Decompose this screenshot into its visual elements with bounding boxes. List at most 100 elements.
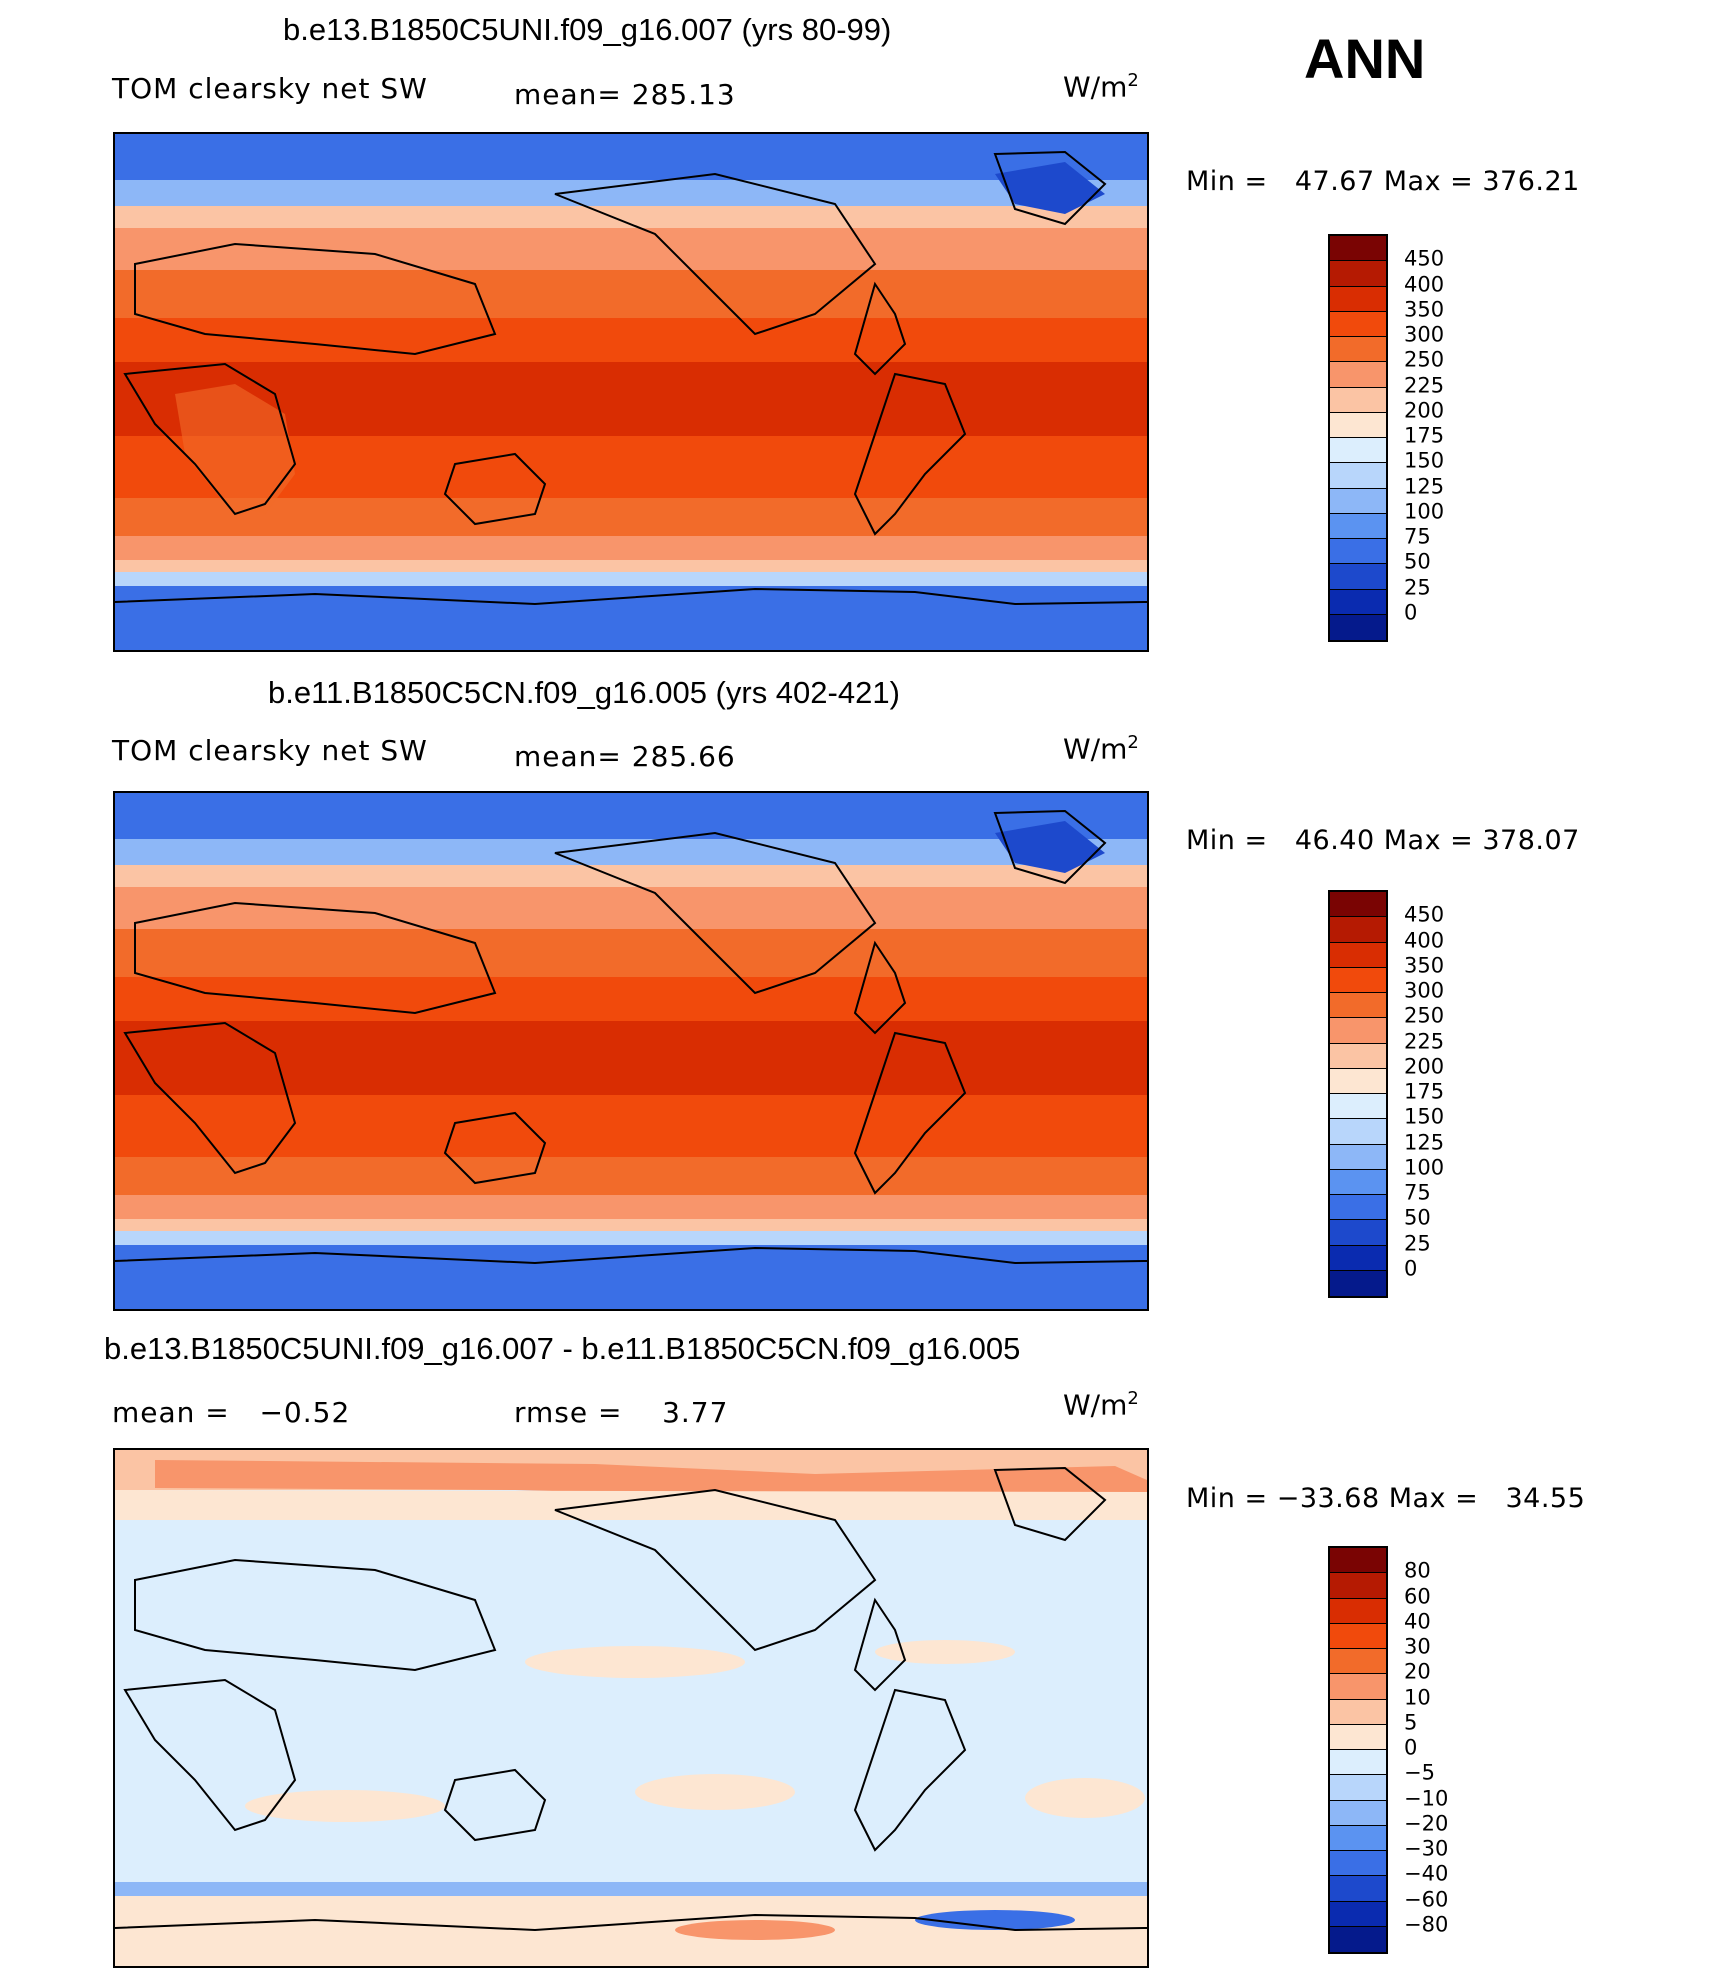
panel-3-map	[113, 1448, 1149, 1968]
colorbar-segment	[1330, 1245, 1386, 1271]
colorbar-segment	[1330, 1800, 1386, 1826]
panel-2-colorbar	[1328, 890, 1388, 1298]
colorbar-tick-label: −5	[1404, 1760, 1435, 1785]
panel-2-map	[113, 791, 1149, 1311]
colorbar-segment	[1330, 1169, 1386, 1195]
panel-1-variable: TOM clearsky net SW	[112, 72, 428, 105]
colorbar-segment	[1330, 1699, 1386, 1725]
panel-1-map	[113, 132, 1149, 652]
panel-2-title: b.e11.B1850C5CN.f09_g16.005 (yrs 402-421…	[268, 675, 900, 710]
colorbar-tick-label: 450	[1404, 246, 1445, 271]
colorbar-segment	[1330, 1195, 1386, 1221]
colorbar-segment	[1330, 1876, 1386, 1902]
colorbar-tick-label: 175	[1404, 423, 1445, 448]
colorbar-segment	[1330, 1901, 1386, 1927]
colorbar-tick-label: −80	[1404, 1912, 1449, 1937]
colorbar-tick-label: −60	[1404, 1887, 1449, 1911]
colorbar-tick-label: 200	[1404, 1054, 1445, 1079]
colorbar-tick-label: 10	[1404, 1685, 1431, 1709]
colorbar-tick-label: 20	[1404, 1659, 1431, 1684]
colorbar-segment	[1330, 311, 1386, 337]
panel-1-title: b.e13.B1850C5UNI.f09_g16.007 (yrs 80-99)	[283, 12, 892, 47]
colorbar-tick-label: 75	[1404, 524, 1431, 549]
colorbar-tick-label: −10	[1404, 1786, 1449, 1810]
colorbar-tick-label: 300	[1404, 978, 1445, 1003]
colorbar-segment	[1330, 942, 1386, 968]
colorbar-segment	[1330, 236, 1386, 262]
colorbar-segment	[1330, 967, 1386, 993]
colorbar-segment	[1330, 1043, 1386, 1069]
colorbar-tick-label: 400	[1404, 272, 1445, 296]
colorbar-segment	[1330, 513, 1386, 539]
panel-1-mean: mean= 285.13	[514, 78, 736, 111]
panel-2-variable: TOM clearsky net SW	[112, 734, 428, 767]
season-label: ANN	[1304, 27, 1426, 90]
colorbar-segment	[1330, 589, 1386, 615]
colorbar-segment	[1330, 337, 1386, 363]
colorbar-segment	[1330, 1144, 1386, 1170]
colorbar-segment	[1330, 1598, 1386, 1624]
colorbar-segment	[1330, 1775, 1386, 1801]
colorbar-segment	[1330, 1674, 1386, 1700]
colorbar-tick-label: 80	[1404, 1558, 1431, 1583]
colorbar-tick-label: 225	[1404, 373, 1445, 397]
colorbar-segment	[1330, 1119, 1386, 1145]
colorbar-tick-label: 350	[1404, 953, 1445, 978]
colorbar-segment	[1330, 1750, 1386, 1776]
panel-1-colorbar-labels: 450 400 350 300 250 225 200 175 150 125 100 75 50 25 0	[1404, 234, 1484, 642]
colorbar-tick-label: 250	[1404, 347, 1445, 372]
panel-3-colorbar-labels: 80 60 40 30 20 10 5 0 −5 −10 −20 −30 −40 −60 −80	[1404, 1546, 1484, 1954]
colorbar-tick-label: 25	[1404, 1231, 1431, 1255]
colorbar-tick-label: 125	[1404, 474, 1445, 498]
colorbar-tick-label: 125	[1404, 1130, 1445, 1154]
colorbar-tick-label: 200	[1404, 398, 1445, 423]
panel-2-colorbar-labels: 450 400 350 300 250 225 200 175 150 125 100 75 50 25 0	[1404, 890, 1484, 1298]
colorbar-tick-label: 75	[1404, 1180, 1431, 1205]
colorbar-tick-label: −30	[1404, 1836, 1449, 1861]
colorbar-segment	[1330, 1649, 1386, 1675]
colorbar-segment	[1330, 564, 1386, 590]
panel-3-title: b.e13.B1850C5UNI.f09_g16.007 - b.e11.B18…	[104, 1331, 1021, 1366]
colorbar-tick-label: 60	[1404, 1584, 1431, 1608]
colorbar-tick-label: −20	[1404, 1811, 1449, 1836]
colorbar-segment	[1330, 1094, 1386, 1120]
colorbar-segment	[1330, 362, 1386, 388]
colorbar-tick-label: 300	[1404, 322, 1445, 347]
colorbar-tick-label: 250	[1404, 1003, 1445, 1028]
colorbar-tick-label: 150	[1404, 1104, 1445, 1129]
colorbar-tick-label: 0	[1404, 1256, 1418, 1281]
colorbar-segment	[1330, 1068, 1386, 1094]
colorbar-segment	[1330, 1548, 1386, 1574]
panel-2-minmax: Min = 46.40 Max = 378.07	[1186, 825, 1580, 856]
colorbar-segment	[1330, 286, 1386, 312]
colorbar-segment	[1330, 892, 1386, 918]
colorbar-segment	[1330, 1623, 1386, 1649]
colorbar-segment	[1330, 1851, 1386, 1877]
colorbar-segment	[1330, 1724, 1386, 1750]
colorbar-tick-label: 25	[1404, 575, 1431, 599]
colorbar-segment	[1330, 488, 1386, 514]
colorbar-segment	[1330, 261, 1386, 287]
colorbar-segment	[1330, 1018, 1386, 1044]
panel-1-minmax: Min = 47.67 Max = 376.21	[1186, 166, 1580, 197]
colorbar-segment	[1330, 1220, 1386, 1246]
colorbar-tick-label: 50	[1404, 1205, 1431, 1230]
colorbar-tick-label: 225	[1404, 1029, 1445, 1053]
panel-3-rmse: rmse = 3.77	[514, 1396, 729, 1429]
colorbar-tick-label: 400	[1404, 928, 1445, 952]
colorbar-tick-label: 100	[1404, 499, 1445, 524]
colorbar-tick-label: 0	[1404, 600, 1418, 625]
colorbar-segment	[1330, 1926, 1386, 1952]
colorbar-tick-label: 30	[1404, 1634, 1431, 1659]
colorbar-segment	[1330, 387, 1386, 413]
colorbar-segment	[1330, 993, 1386, 1019]
panel-1-units: W/m2	[1063, 70, 1139, 104]
colorbar-segment	[1330, 1573, 1386, 1599]
colorbar-segment	[1330, 614, 1386, 640]
colorbar-segment	[1330, 1270, 1386, 1296]
colorbar-tick-label: 40	[1404, 1609, 1431, 1634]
panel-2-units: W/m2	[1063, 732, 1139, 766]
panel-3-mean: mean = −0.52	[112, 1396, 351, 1429]
colorbar-segment	[1330, 539, 1386, 565]
colorbar-tick-label: 350	[1404, 297, 1445, 322]
